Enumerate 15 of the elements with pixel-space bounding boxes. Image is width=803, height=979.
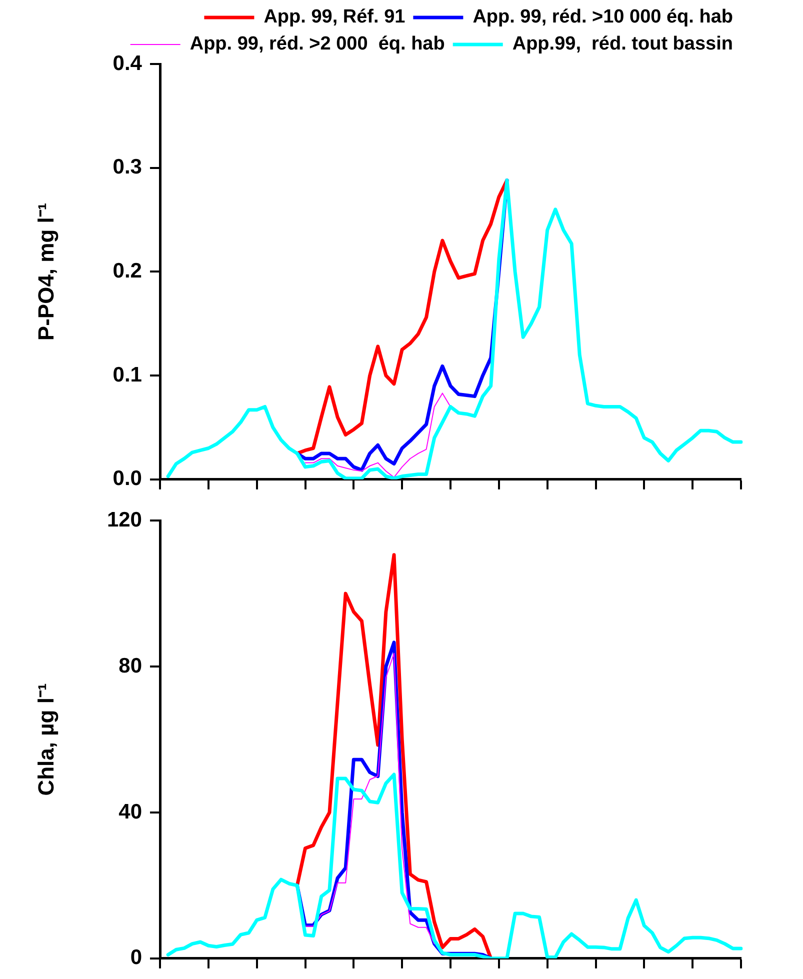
y-tick-label: 80 — [118, 654, 142, 678]
y-tick-label: 0.4 — [112, 52, 142, 75]
legend-label: App.99, réd. tout bassin — [512, 34, 734, 55]
legend-label: App. 99, Réf. 91 — [264, 6, 406, 28]
y-tick-label: 0.0 — [112, 467, 142, 490]
y-tick-label: 0 — [130, 946, 142, 970]
y-axis-title: P-PO4, mg l⁻¹ — [33, 202, 58, 341]
y-tick-label: 0.3 — [112, 156, 142, 179]
legend-label: App. 99, réd. >10 000 éq. hab — [472, 6, 734, 28]
y-tick-label: 40 — [118, 800, 142, 824]
legend-label: App. 99, réd. >2 000 éq. hab — [190, 34, 445, 55]
y-axis-title: Chla, µg l⁻¹ — [33, 683, 58, 796]
y-tick-label: 0.1 — [112, 363, 142, 386]
y-tick-label: 0.2 — [112, 259, 142, 282]
y-tick-label: 120 — [106, 508, 142, 532]
